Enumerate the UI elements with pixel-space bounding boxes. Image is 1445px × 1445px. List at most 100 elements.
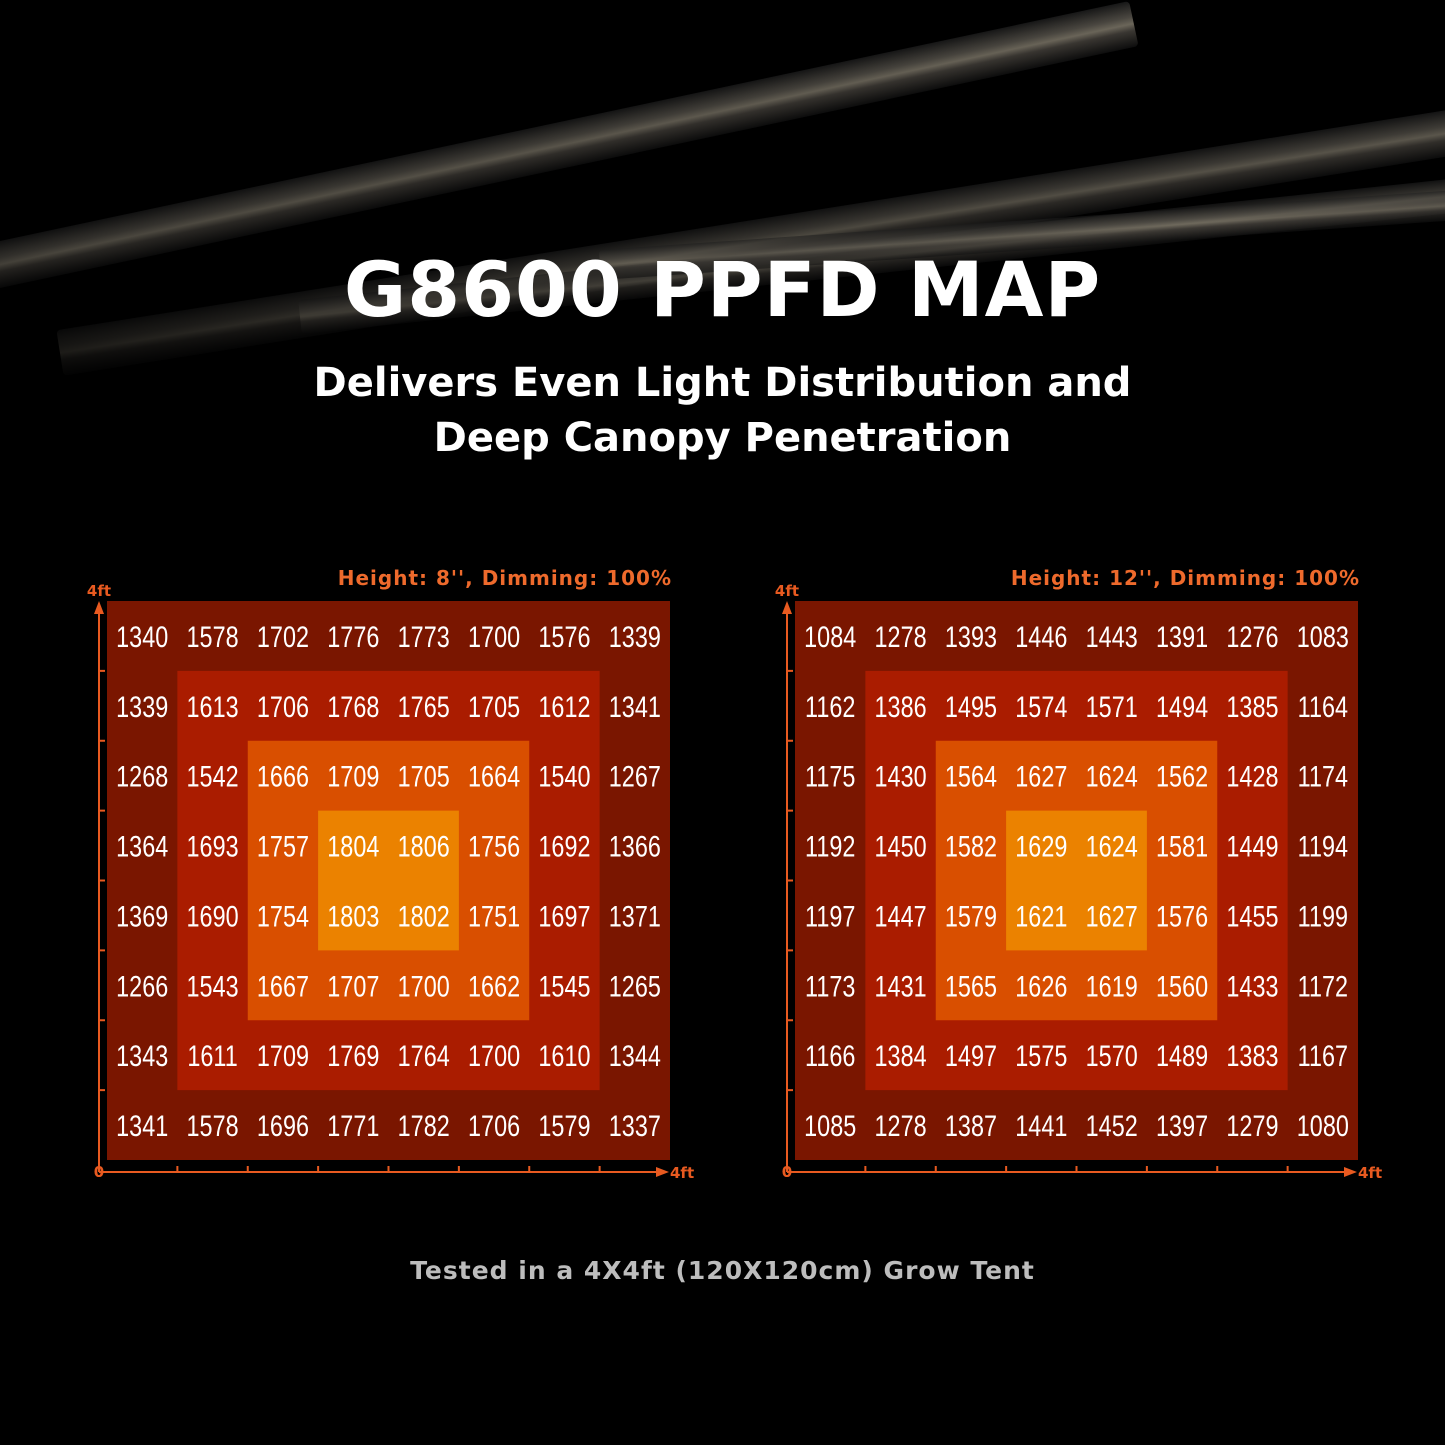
cell-value: 1164 xyxy=(1298,690,1348,723)
cell-value: 1806 xyxy=(398,830,450,863)
cell-value: 1574 xyxy=(1015,690,1067,723)
cell-value: 1385 xyxy=(1226,690,1278,723)
cell-value: 1446 xyxy=(1015,620,1067,653)
cell-value: 1192 xyxy=(805,830,855,863)
cell-value: 1565 xyxy=(945,970,997,1003)
cell-value: 1570 xyxy=(1086,1039,1138,1072)
cell-value: 1194 xyxy=(1298,830,1348,863)
cell-value: 1706 xyxy=(468,1109,520,1142)
cell-value: 1495 xyxy=(945,690,997,723)
cell-value: 1702 xyxy=(257,620,309,653)
cell-value: 1172 xyxy=(1298,970,1348,1003)
cell-value: 1443 xyxy=(1086,620,1138,653)
ppfd-map-8in: 1340 1578 1702 1776 1773 1700 1576 1339 1339 1613… xyxy=(80,560,700,1190)
cell-value: 1433 xyxy=(1226,970,1278,1003)
cell-value: 1578 xyxy=(187,620,239,653)
cell-value: 1562 xyxy=(1156,760,1208,793)
cell-value: 1579 xyxy=(538,1109,590,1142)
cell-value: 1341 xyxy=(116,1109,168,1142)
cell-value: 1700 xyxy=(398,970,450,1003)
cell-value: 1162 xyxy=(805,690,855,723)
cell-value: 1386 xyxy=(875,690,927,723)
cell-value: 1083 xyxy=(1297,620,1349,653)
cell-value: 1449 xyxy=(1226,830,1278,863)
cell-value: 1768 xyxy=(327,690,379,723)
cell-value: 1199 xyxy=(1298,900,1348,933)
y-axis-end-label: 4ft xyxy=(775,582,799,600)
page-title: G8600 PPFD MAP xyxy=(343,245,1102,334)
cell-value: 1540 xyxy=(538,760,590,793)
cell-value: 1692 xyxy=(538,830,590,863)
cell-value: 1173 xyxy=(805,970,855,1003)
cell-value: 1804 xyxy=(327,830,379,863)
x-axis-origin-label: 0 xyxy=(94,1163,104,1181)
cell-value: 1278 xyxy=(875,1109,927,1142)
cell-value: 1278 xyxy=(875,620,927,653)
cell-value: 1700 xyxy=(468,620,520,653)
cell-value: 1339 xyxy=(116,690,168,723)
cell-value: 1166 xyxy=(805,1039,855,1072)
cell-value: 1431 xyxy=(875,970,927,1003)
cell-value: 1576 xyxy=(538,620,590,653)
cell-value: 1579 xyxy=(945,900,997,933)
cell-value: 1384 xyxy=(875,1039,927,1072)
zone-3 xyxy=(318,810,459,951)
cell-value: 1084 xyxy=(804,620,856,653)
cell-value: 1489 xyxy=(1156,1039,1208,1072)
cell-value: 1266 xyxy=(116,970,168,1003)
cell-value: 1268 xyxy=(116,760,168,793)
y-axis-arrow-icon xyxy=(94,601,104,614)
cell-value: 1613 xyxy=(187,690,239,723)
y-axis-end-label: 4ft xyxy=(87,582,111,600)
cell-value: 1667 xyxy=(257,970,309,1003)
cell-value: 1450 xyxy=(875,830,927,863)
cell-value: 1582 xyxy=(945,830,997,863)
y-axis-arrow-icon xyxy=(782,601,792,614)
led-grow-light-bars-photo xyxy=(0,0,1445,420)
zone-3 xyxy=(1006,810,1147,951)
test-conditions-note: Tested in a 4X4ft (120X120cm) Grow Tent xyxy=(410,1256,1035,1285)
cell-value: 1366 xyxy=(609,830,661,863)
cell-value: 1576 xyxy=(1156,900,1208,933)
x-axis-origin-label: 0 xyxy=(782,1163,792,1181)
cell-value: 1751 xyxy=(468,900,520,933)
cell-value: 1174 xyxy=(1298,760,1348,793)
cell-value: 1578 xyxy=(187,1109,239,1142)
chart-caption: Height: 12'', Dimming: 100% xyxy=(1010,566,1360,590)
cell-value: 1279 xyxy=(1226,1109,1278,1142)
cell-value: 1364 xyxy=(116,830,168,863)
cell-value: 1624 xyxy=(1086,760,1138,793)
ppfd-map-12in: 1084 1278 1393 1446 1443 1391 1276 1083 1162 1386… xyxy=(768,560,1388,1190)
cell-value: 1666 xyxy=(257,760,309,793)
cell-value: 1337 xyxy=(609,1109,661,1142)
cell-value: 1756 xyxy=(468,830,520,863)
cell-value: 1754 xyxy=(257,900,309,933)
cell-value: 1430 xyxy=(875,760,927,793)
cell-value: 1341 xyxy=(609,690,661,723)
cell-value: 1700 xyxy=(468,1039,520,1072)
cell-value: 1626 xyxy=(1015,970,1067,1003)
cell-value: 1627 xyxy=(1015,760,1067,793)
cell-value: 1452 xyxy=(1086,1109,1138,1142)
subtitle-line-1: Delivers Even Light Distribution and xyxy=(313,360,1132,406)
cell-value: 1612 xyxy=(538,690,590,723)
cell-value: 1267 xyxy=(609,760,661,793)
cell-value: 1080 xyxy=(1297,1109,1349,1142)
cell-value: 1610 xyxy=(538,1039,590,1072)
cell-value: 1371 xyxy=(609,900,661,933)
ppfd-map-12in-svg: 1084 1278 1393 1446 1443 1391 1276 1083 1162 1386… xyxy=(775,582,1382,1182)
cell-value: 1560 xyxy=(1156,970,1208,1003)
cell-value: 1771 xyxy=(327,1109,379,1142)
cell-value: 1340 xyxy=(116,620,168,653)
cell-value: 1494 xyxy=(1156,690,1208,723)
cell-value: 1581 xyxy=(1156,830,1208,863)
cell-value: 1339 xyxy=(609,620,661,653)
cell-value: 1369 xyxy=(116,900,168,933)
cell-value: 1765 xyxy=(398,690,450,723)
cell-value: 1441 xyxy=(1015,1109,1067,1142)
cell-value: 1387 xyxy=(945,1109,997,1142)
cell-value: 1690 xyxy=(187,900,239,933)
cell-value: 1624 xyxy=(1086,830,1138,863)
x-axis-end-label: 4ft xyxy=(670,1164,694,1182)
cell-value: 1276 xyxy=(1226,620,1278,653)
